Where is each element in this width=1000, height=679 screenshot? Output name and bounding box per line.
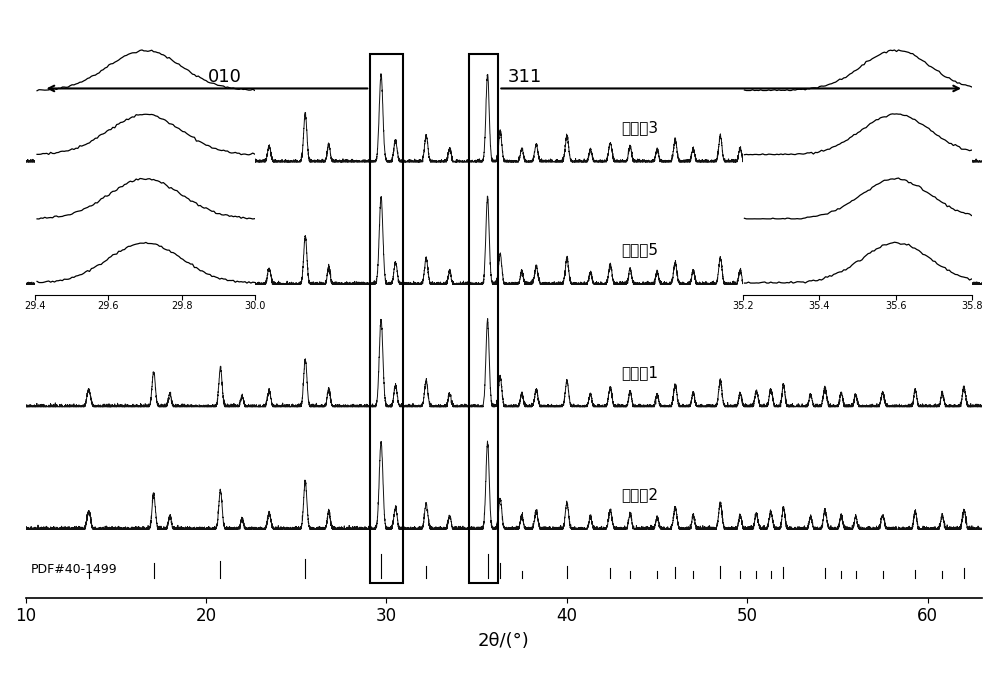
Text: 311: 311: [507, 68, 542, 86]
Text: 010: 010: [208, 68, 242, 86]
Bar: [370, 54, 403, 583]
Text: PDF#40-1499: PDF#40-1499: [31, 563, 118, 576]
Text: 对比例2: 对比例2: [621, 488, 658, 502]
Text: 实施例5: 实施例5: [621, 242, 658, 257]
Bar: [469, 54, 498, 583]
Text: 实施例3: 实施例3: [621, 120, 658, 135]
Text: 对比例1: 对比例1: [621, 365, 658, 380]
X-axis label: 2θ/(°): 2θ/(°): [478, 632, 530, 650]
